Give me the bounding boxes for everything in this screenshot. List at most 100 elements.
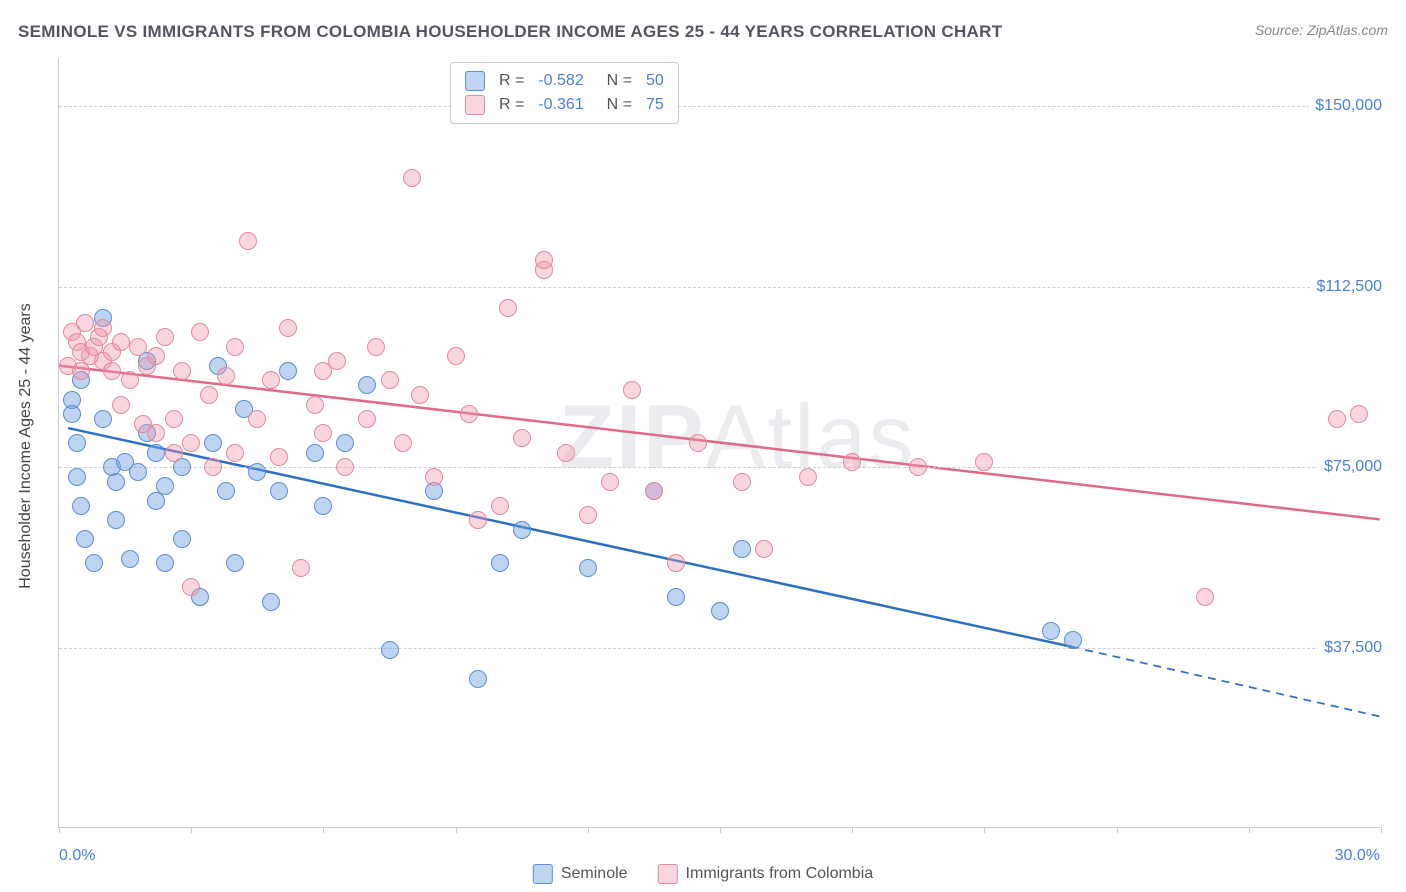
plot-area: ZIPAtlas $37,500$75,000$112,500$150,0000… — [58, 58, 1380, 828]
colombia-point — [165, 410, 183, 428]
seminole-point — [129, 463, 147, 481]
colombia-point — [94, 319, 112, 337]
colombia-point — [147, 347, 165, 365]
colombia-point — [239, 232, 257, 250]
colombia-point — [262, 371, 280, 389]
colombia-point — [76, 314, 94, 332]
colombia-point — [799, 468, 817, 486]
seminole-point — [173, 530, 191, 548]
colombia-point — [129, 338, 147, 356]
seminole-point — [94, 410, 112, 428]
grid-line — [59, 287, 1380, 288]
colombia-point — [975, 453, 993, 471]
colombia-point — [191, 323, 209, 341]
x-tick — [720, 827, 721, 833]
n-label: N = — [598, 96, 632, 114]
legend-item-colombia: Immigrants from Colombia — [658, 864, 874, 884]
seminole-point — [306, 444, 324, 462]
seminole-point — [226, 554, 244, 572]
seminole-point — [85, 554, 103, 572]
colombia-point — [460, 405, 478, 423]
x-tick — [984, 827, 985, 833]
colombia-point — [447, 347, 465, 365]
bottom-legend: Seminole Immigrants from Colombia — [533, 864, 873, 884]
colombia-point — [579, 506, 597, 524]
colombia-point — [248, 410, 266, 428]
seminole-swatch — [465, 71, 485, 91]
colombia-point — [535, 251, 553, 269]
seminole-point — [156, 554, 174, 572]
seminole-point — [513, 521, 531, 539]
stats-row-colombia: R = -0.361 N = 75 — [465, 93, 664, 117]
colombia-point — [306, 396, 324, 414]
colombia-point — [270, 448, 288, 466]
seminole-point — [72, 497, 90, 515]
regression-lines — [59, 58, 1380, 827]
r-label: R = — [499, 96, 524, 114]
colombia-point — [200, 386, 218, 404]
colombia-point — [403, 169, 421, 187]
legend-label-seminole: Seminole — [561, 865, 628, 883]
colombia-swatch — [658, 864, 678, 884]
colombia-point — [623, 381, 641, 399]
colombia-point — [103, 362, 121, 380]
colombia-point — [226, 444, 244, 462]
x-tick — [323, 827, 324, 833]
grid-line — [59, 106, 1380, 107]
legend-item-seminole: Seminole — [533, 864, 628, 884]
colombia-point — [182, 434, 200, 452]
stats-legend: R = -0.582 N = 50 R = -0.361 N = 75 — [450, 62, 679, 124]
n-label: N = — [598, 72, 632, 90]
colombia-point — [367, 338, 385, 356]
colombia-point — [112, 396, 130, 414]
seminole-point — [121, 550, 139, 568]
colombia-point — [314, 424, 332, 442]
seminole-point — [248, 463, 266, 481]
colombia-point — [491, 497, 509, 515]
y-tick-label: $112,500 — [1310, 278, 1382, 296]
seminole-point — [579, 559, 597, 577]
colombia-point — [279, 319, 297, 337]
colombia-point — [394, 434, 412, 452]
colombia-point — [121, 371, 139, 389]
seminole-point — [68, 434, 86, 452]
seminole-point — [262, 593, 280, 611]
colombia-point — [1328, 410, 1346, 428]
y-axis-title: Householder Income Ages 25 - 44 years — [17, 303, 35, 589]
r-label: R = — [499, 72, 524, 90]
colombia-point — [557, 444, 575, 462]
seminole-point — [279, 362, 297, 380]
r-value-seminole: -0.582 — [538, 72, 583, 90]
source-caption: Source: ZipAtlas.com — [1255, 22, 1388, 38]
seminole-point — [1042, 622, 1060, 640]
colombia-point — [425, 468, 443, 486]
colombia-point — [165, 444, 183, 462]
grid-line — [59, 648, 1380, 649]
x-max-label: 30.0% — [1335, 847, 1380, 865]
seminole-point — [63, 405, 81, 423]
colombia-point — [513, 429, 531, 447]
seminole-point — [314, 497, 332, 515]
colombia-point — [226, 338, 244, 356]
colombia-point — [173, 362, 191, 380]
colombia-point — [147, 424, 165, 442]
colombia-point — [204, 458, 222, 476]
colombia-point — [292, 559, 310, 577]
seminole-point — [491, 554, 509, 572]
colombia-point — [755, 540, 773, 558]
colombia-point — [843, 453, 861, 471]
colombia-swatch — [465, 95, 485, 115]
seminole-point — [217, 482, 235, 500]
seminole-point — [336, 434, 354, 452]
x-tick — [1249, 827, 1250, 833]
seminole-point — [667, 588, 685, 606]
x-min-label: 0.0% — [59, 847, 95, 865]
colombia-point — [381, 371, 399, 389]
colombia-point — [1350, 405, 1368, 423]
seminole-point — [1064, 631, 1082, 649]
x-tick — [852, 827, 853, 833]
seminole-point — [156, 477, 174, 495]
colombia-point — [689, 434, 707, 452]
x-tick — [456, 827, 457, 833]
seminole-point — [68, 468, 86, 486]
